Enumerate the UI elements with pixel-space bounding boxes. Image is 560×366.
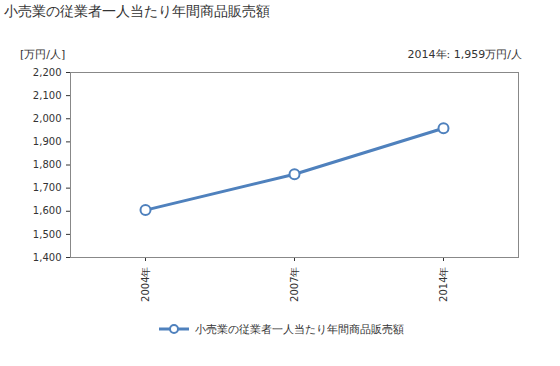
html-text:[万円/人]: [万円/人]	[20, 48, 66, 61]
html-text:2014年: 1,959万円/人: 2014年: 1,959万円/人	[407, 48, 522, 61]
svg-text:2,000: 2,000	[33, 113, 62, 124]
svg-text:1,900: 1,900	[33, 136, 62, 147]
svg-text:2004年: 2004年	[140, 267, 151, 302]
svg-text:1,600: 1,600	[33, 205, 62, 216]
svg-text:1,700: 1,700	[33, 182, 62, 193]
html-text:小売業の従業者一人当たり年間商品販売額: 小売業の従業者一人当たり年間商品販売額	[4, 3, 270, 19]
svg-text:2007年: 2007年	[289, 267, 300, 302]
svg-text:2014年: 2014年	[438, 267, 449, 302]
svg-text:1,400: 1,400	[33, 252, 62, 263]
svg-text:1,500: 1,500	[33, 229, 62, 240]
svg-text:1,800: 1,800	[33, 159, 62, 170]
svg-text:2,200: 2,200	[33, 67, 62, 78]
html-text:小売業の従業者一人当たり年間商品販売額: 小売業の従業者一人当たり年間商品販売額	[194, 322, 404, 336]
svg-text:2,100: 2,100	[33, 90, 62, 101]
